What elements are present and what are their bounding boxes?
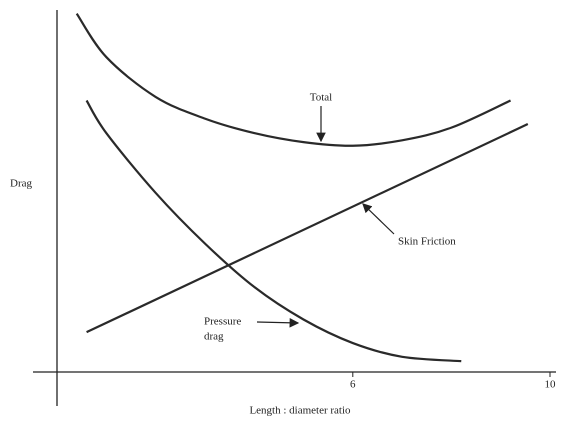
- annotation: drag: [204, 331, 224, 343]
- annotation: Pressure: [204, 316, 241, 328]
- x-tick-label: 6: [350, 379, 356, 391]
- y-axis-label: Drag: [10, 178, 32, 190]
- x-axis-label: Length : diameter ratio: [249, 405, 351, 417]
- x-tick-label: 10: [545, 379, 557, 391]
- annotation: Total: [310, 92, 332, 104]
- line-series: [85, 99, 462, 363]
- annotation: Skin Friction: [398, 236, 456, 248]
- arrow: [256, 317, 300, 328]
- arrow: [362, 203, 395, 235]
- line-series: [75, 13, 512, 147]
- line-series: [86, 123, 529, 334]
